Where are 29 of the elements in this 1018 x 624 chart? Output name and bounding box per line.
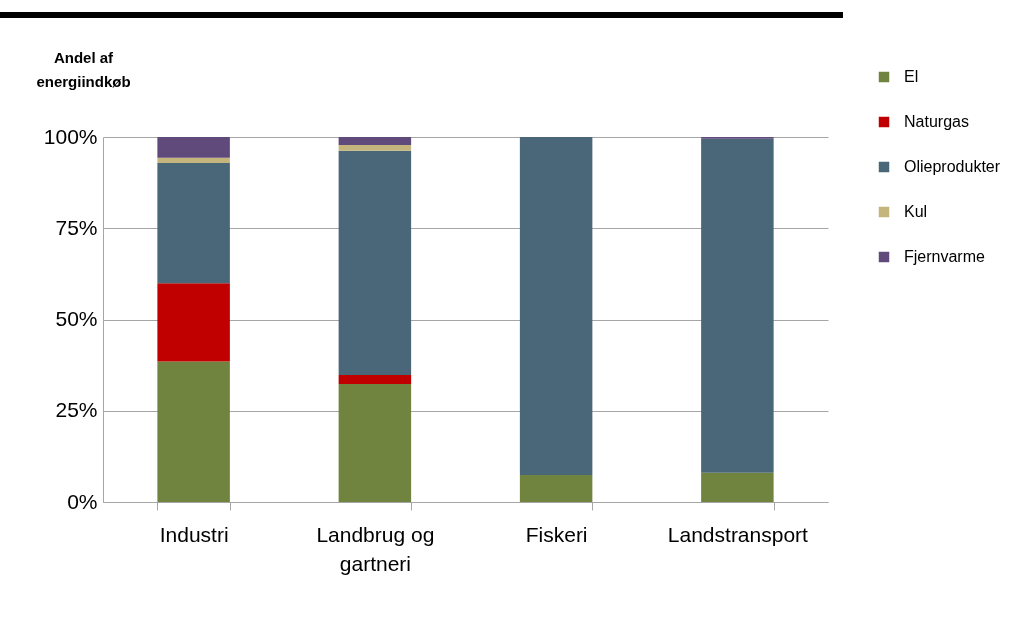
legend-label: El [904,68,919,85]
x-tick-label: Landbrug og gartneri [316,522,435,575]
y-axis-title: Andel af energiindkøb [36,48,131,90]
x-tick-label: Industri [159,522,229,546]
legend-label: Naturgas [904,113,969,130]
y-tick-label: 75% [55,215,98,239]
bar [338,150,412,375]
bar [338,137,412,146]
bar [338,384,412,502]
bar [701,138,774,473]
y-tick-label: 25% [55,398,98,422]
legend-label: Olieprodukter [904,158,1001,175]
x-tick-label: Fiskeri [525,522,588,546]
bar [157,361,230,502]
bar [157,137,230,158]
bar [157,162,230,284]
bar [519,474,593,502]
y-tick-label: 0% [67,489,98,513]
y-tick-label: 100% [43,124,98,148]
bar [701,472,774,502]
x-tick-label: Landstransport [667,522,809,546]
bar [338,145,412,151]
legend-label: Fjernvarme [904,248,986,265]
y-tick-label: 50% [55,307,98,330]
bar [519,137,593,475]
bar [157,157,230,163]
bar [338,374,412,385]
legend-label: Kul [904,203,928,220]
bar [157,283,230,362]
